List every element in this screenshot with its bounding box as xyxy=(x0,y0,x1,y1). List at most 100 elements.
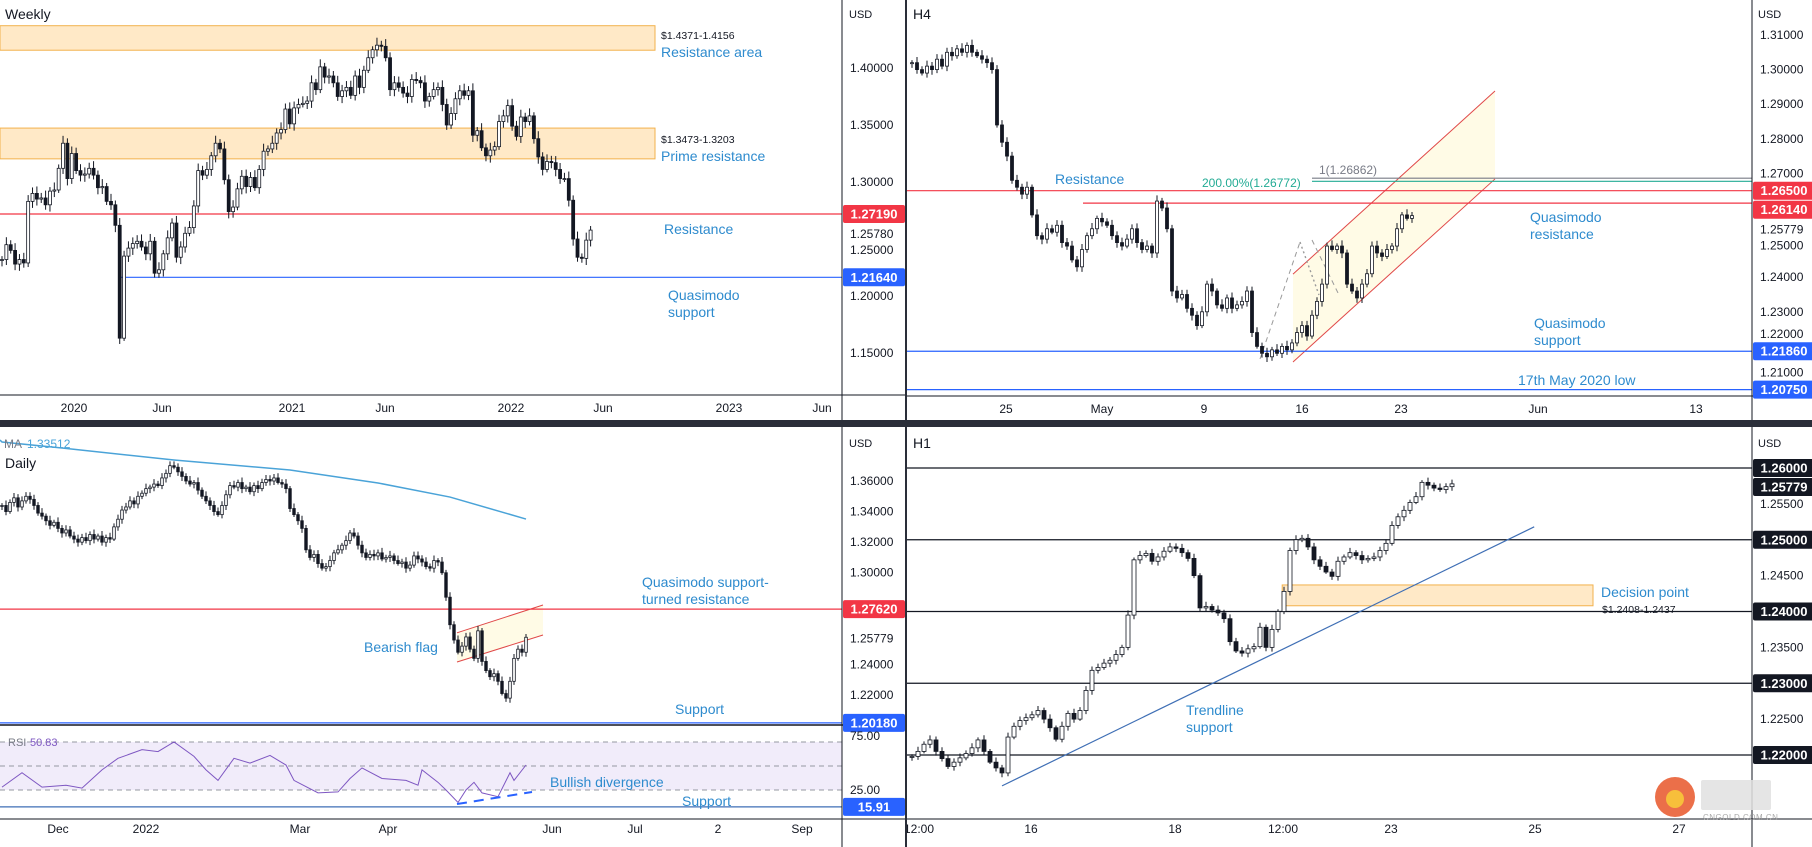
candle xyxy=(1341,556,1347,562)
candle xyxy=(470,90,475,136)
candle xyxy=(1235,304,1239,309)
candle xyxy=(117,224,122,339)
price-tick-label: 1.30000 xyxy=(850,566,894,580)
resistance-label: Resistance xyxy=(1055,171,1124,187)
candle xyxy=(416,555,420,560)
candle xyxy=(492,673,496,678)
candle xyxy=(68,529,72,537)
price-tick-label: 1.30000 xyxy=(850,175,894,189)
candle xyxy=(69,153,74,179)
candle xyxy=(1155,200,1159,254)
price-tick-label: 1.25000 xyxy=(850,243,894,257)
candle xyxy=(52,189,57,192)
candle xyxy=(925,65,929,74)
candle xyxy=(1090,228,1094,237)
price-level-badge-text: 1.21860 xyxy=(1761,344,1808,359)
time-tick-label: 23 xyxy=(1394,402,1408,416)
timeframe-label: H4 xyxy=(913,6,931,22)
price-level-badge xyxy=(843,205,905,224)
candle xyxy=(44,515,48,522)
candle xyxy=(287,108,292,125)
candle xyxy=(200,170,205,176)
candle xyxy=(1180,294,1184,299)
candle xyxy=(388,555,392,558)
candle xyxy=(183,232,188,248)
price-tick-label: 1.34000 xyxy=(850,505,894,519)
candle xyxy=(1347,552,1353,558)
cngold-logo-wordmark xyxy=(1701,780,1771,810)
candle xyxy=(1053,727,1059,740)
last-price-label: 1.25779 xyxy=(850,631,894,645)
candle xyxy=(88,534,92,542)
candle xyxy=(536,138,541,158)
price-tick-label: 1.31000 xyxy=(1760,28,1804,42)
weekly-chart-panel[interactable]: 2020 Jun 2021 Jun 2022 Jun 2023 Jun 1.40000 1.350… xyxy=(0,0,905,420)
candle xyxy=(204,495,208,502)
candle xyxy=(409,79,414,97)
candle xyxy=(1293,539,1299,551)
candle xyxy=(312,553,316,558)
candle xyxy=(1085,235,1089,250)
bullish-divergence-label: Bullish divergence xyxy=(550,774,664,790)
candle xyxy=(235,188,240,208)
timeframe-label: H1 xyxy=(913,435,931,451)
candle xyxy=(412,555,416,566)
candle xyxy=(1443,486,1449,490)
candle xyxy=(405,92,410,97)
candle xyxy=(488,149,493,157)
h1-chart-panel[interactable]: 12:00 16 18 12:00 23 25 27 1.25500 1.24500 1.2350… xyxy=(907,420,1812,847)
candle xyxy=(12,497,16,503)
time-tick-label: 16 xyxy=(1295,402,1309,416)
candle xyxy=(344,540,348,546)
daily-chart-panel[interactable]: Dec 2022 Mar Apr Jun Jul 2 Sep 1.36000 1.34000 1.3… xyxy=(0,420,905,847)
candle xyxy=(28,495,32,500)
candle xyxy=(248,177,253,187)
candle xyxy=(122,255,126,339)
candle xyxy=(1375,245,1379,254)
candle xyxy=(1077,710,1083,720)
candle xyxy=(1203,606,1209,609)
candle xyxy=(208,500,212,506)
candle xyxy=(34,192,39,200)
candle xyxy=(196,170,201,207)
candle xyxy=(960,48,964,53)
candle xyxy=(920,69,924,74)
candle xyxy=(990,62,994,71)
candle xyxy=(497,121,501,148)
candle xyxy=(1070,245,1074,261)
price-level-badge-text: 1.20750 xyxy=(1761,382,1808,397)
candle xyxy=(332,552,336,561)
candle xyxy=(558,169,562,179)
rsi-indicator-label[interactable]: RSI xyxy=(8,737,26,749)
h4-chart-panel[interactable]: 25 May 9 16 23 Jun 13 1.31000 1.30000 1.29000 1.28… xyxy=(907,0,1812,420)
decision-range-label: $1.2408-1.2437 xyxy=(1602,604,1676,616)
moving-average-line xyxy=(0,439,527,520)
candle xyxy=(240,482,244,490)
h4-chart[interactable]: 25 May 9 16 23 Jun 13 1.31000 1.30000 1.29000 1.28… xyxy=(907,0,1812,420)
timeframe-label: Daily xyxy=(5,455,36,471)
candle xyxy=(423,82,427,102)
candle xyxy=(401,86,406,94)
h1-chart[interactable]: 12:00 16 18 12:00 23 25 27 1.25500 1.24500 1.2350… xyxy=(907,420,1812,847)
candle xyxy=(191,205,196,229)
rsi-support-badge xyxy=(843,797,905,816)
candle xyxy=(1040,235,1044,240)
candle xyxy=(220,505,224,516)
candle xyxy=(320,563,324,569)
candle xyxy=(272,477,276,482)
price-tick-label: 1.22500 xyxy=(1760,712,1804,726)
candle xyxy=(427,96,432,102)
candle xyxy=(1220,304,1224,309)
candle xyxy=(152,240,157,274)
weekly-chart[interactable]: 2020 Jun 2021 Jun 2022 Jun 2023 Jun 1.40000 1.350… xyxy=(0,0,905,420)
candle xyxy=(479,130,484,149)
candle xyxy=(508,680,512,699)
candle xyxy=(1065,712,1071,727)
candle xyxy=(305,100,310,104)
candle xyxy=(460,645,464,653)
candle xyxy=(72,535,76,540)
ma-indicator-label[interactable]: MA xyxy=(4,437,22,451)
daily-chart[interactable]: Dec 2022 Mar Apr Jun Jul 2 Sep 1.36000 1.34000 1.3… xyxy=(0,420,905,847)
price-tick-label: 1.20000 xyxy=(850,289,894,303)
currency-label: USD xyxy=(1758,438,1781,450)
